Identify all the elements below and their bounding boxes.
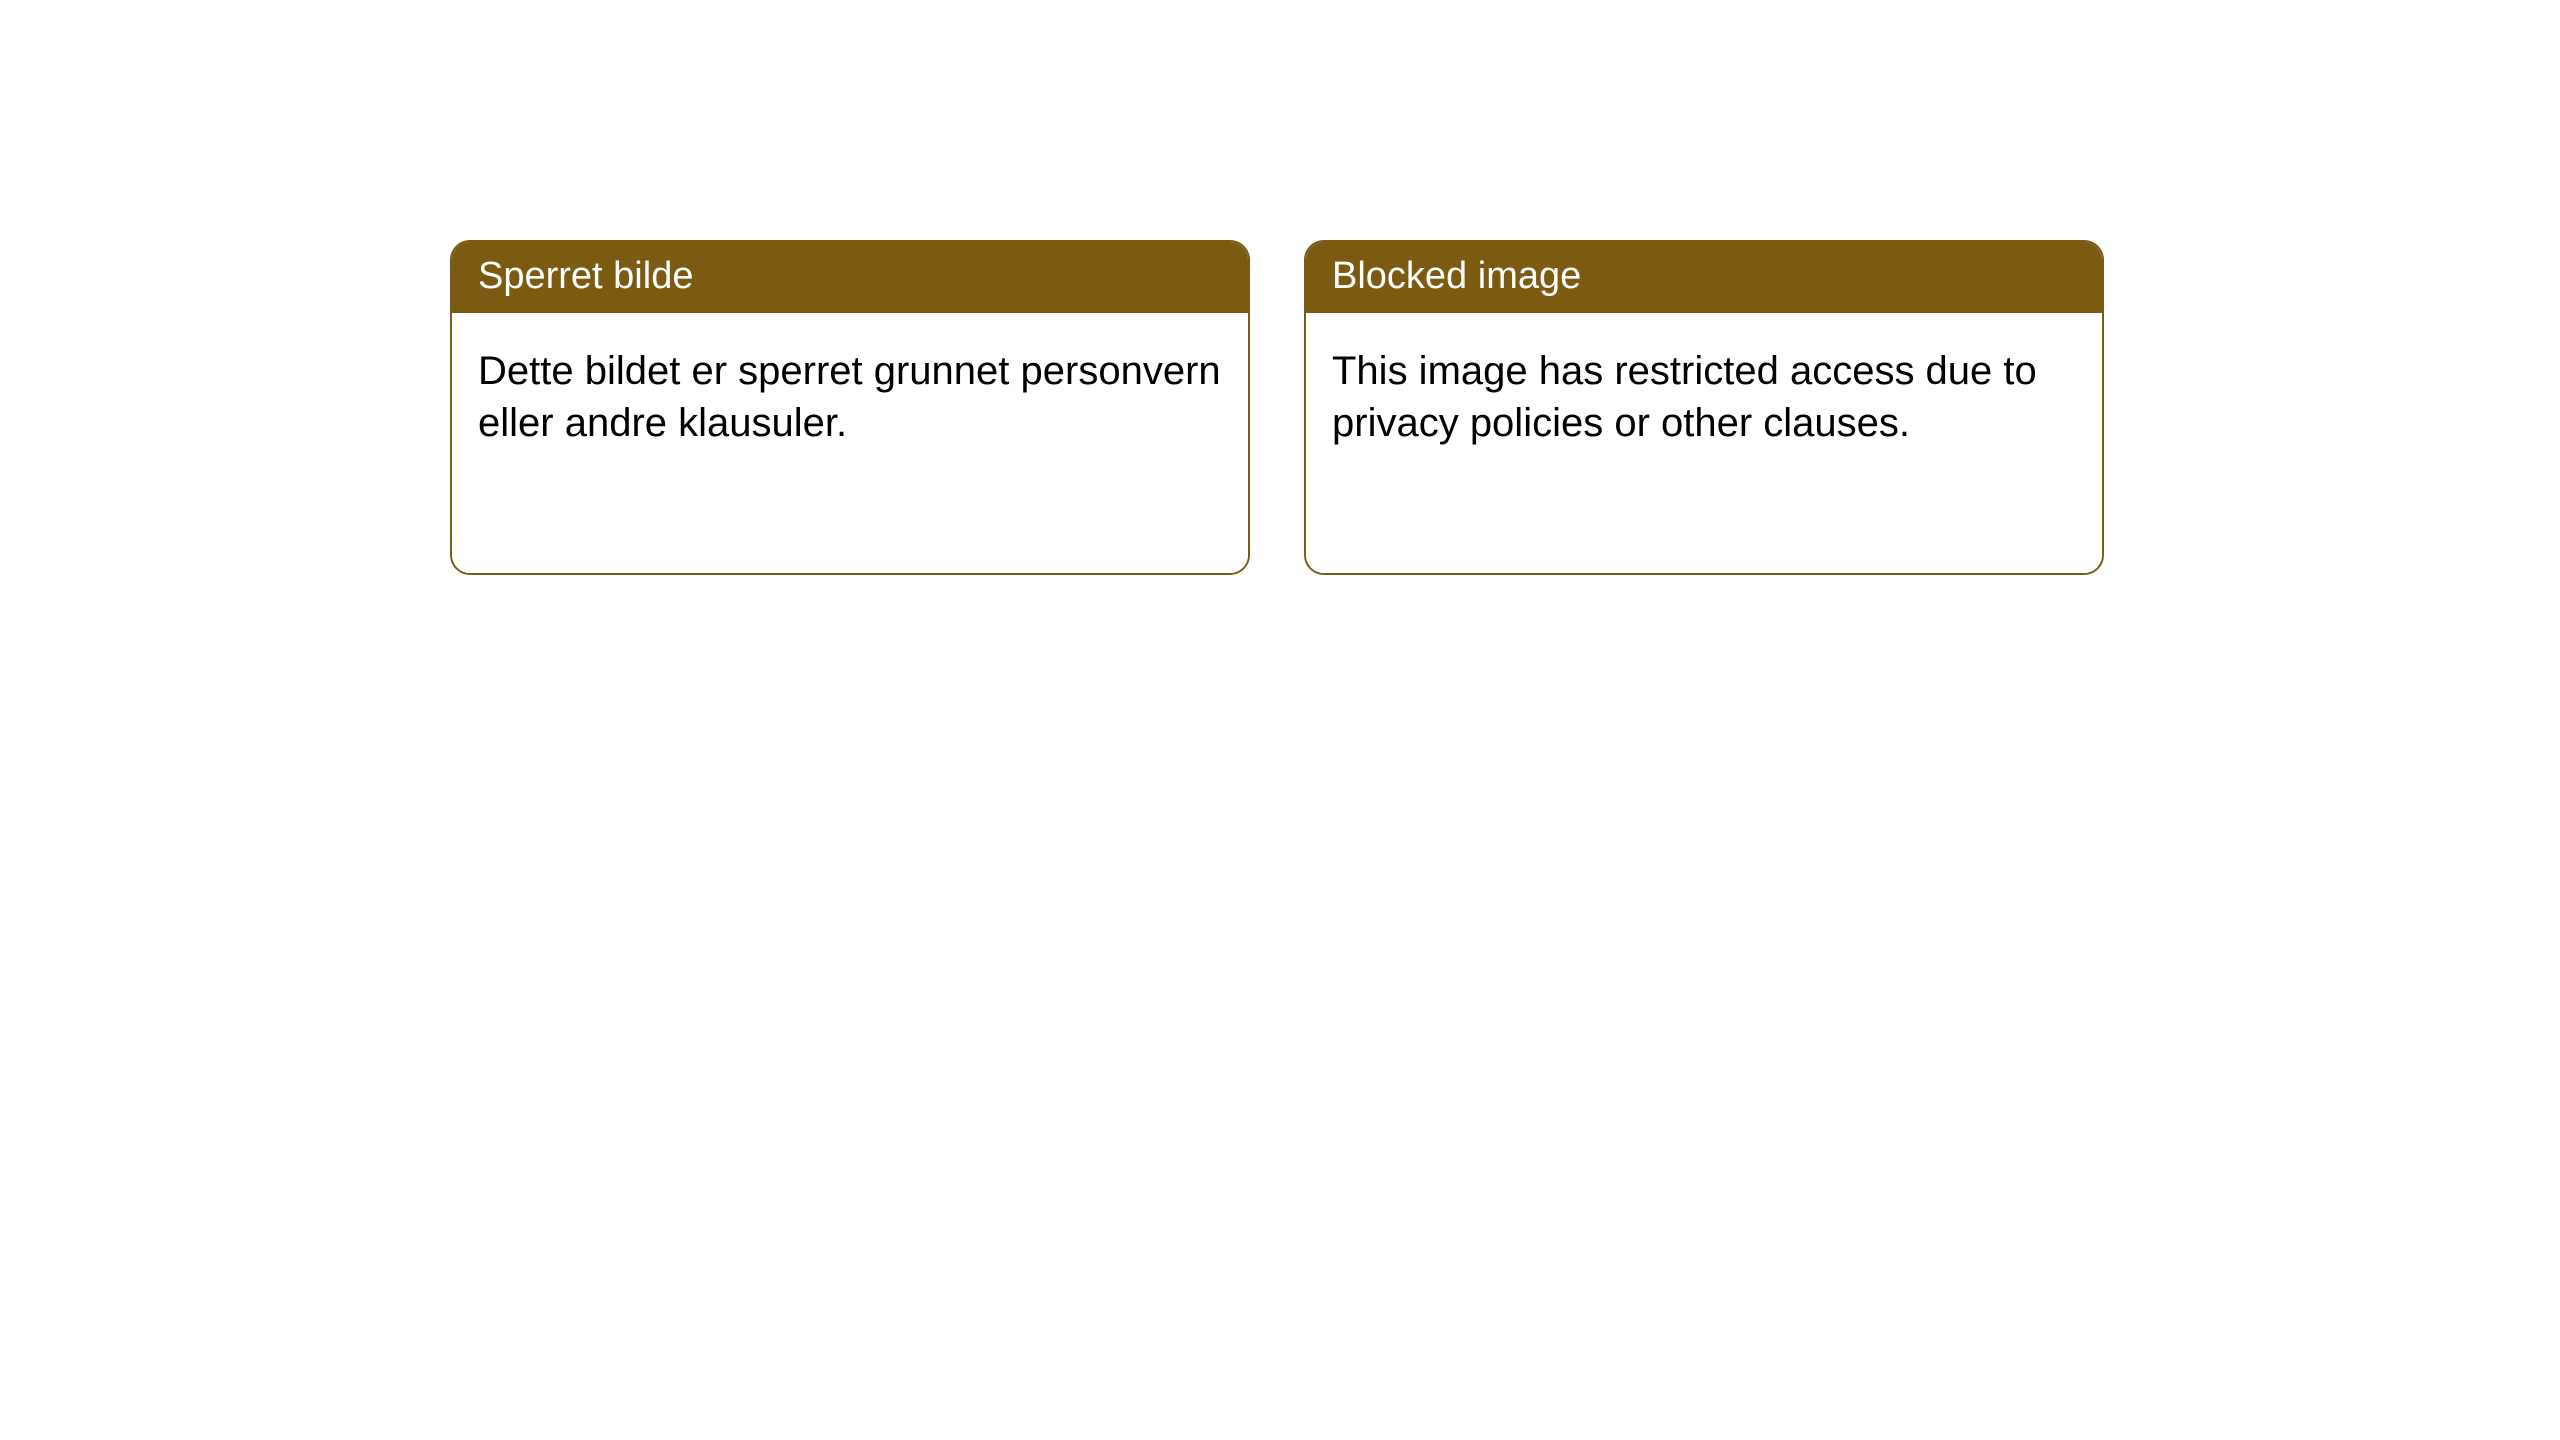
notice-container: Sperret bilde Dette bildet er sperret gr… [0,0,2560,575]
card-header: Blocked image [1306,242,2102,313]
notice-card-english: Blocked image This image has restricted … [1304,240,2104,575]
card-header: Sperret bilde [452,242,1248,313]
card-body: Dette bildet er sperret grunnet personve… [452,313,1248,573]
card-body: This image has restricted access due to … [1306,313,2102,573]
notice-card-norwegian: Sperret bilde Dette bildet er sperret gr… [450,240,1250,575]
